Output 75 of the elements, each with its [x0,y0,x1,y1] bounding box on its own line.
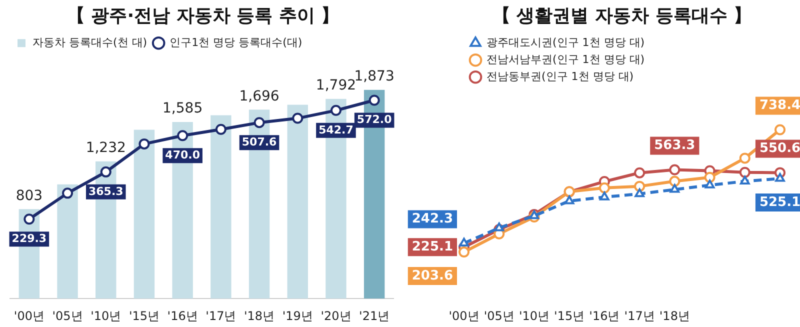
data-label: 203.6 [412,268,453,284]
x-tick-label: '18년 [244,308,275,323]
point [292,112,304,124]
point [215,124,226,135]
point [600,192,610,200]
point [100,166,112,178]
x-tick-label: '18년 [659,308,690,323]
point [670,184,680,193]
data-label: 1,232 [86,140,126,156]
x-tick-label: '10년 [518,308,550,323]
point [254,117,265,128]
point [24,214,35,225]
data-label: 1,585 [162,100,203,117]
x-tick-label: '00년 [448,308,480,323]
data-label: 1,873 [354,68,394,85]
chart-title: 【 광주·전남 자동차 등록 추이 】 [66,5,340,26]
x-tick-label: '10년 [90,308,122,323]
bar [57,184,78,299]
point [704,172,716,183]
point [494,222,504,232]
data-label: 507.6 [242,135,278,148]
point [459,238,469,246]
x-tick-label: '15년 [128,308,160,323]
point [330,104,342,116]
point [177,130,188,142]
data-label: 242.3 [412,212,453,227]
data-label: 525.1 [759,194,800,210]
point [368,94,380,106]
bar [210,115,232,299]
x-tick-label: '00년 [14,308,44,323]
point [704,180,715,188]
data-label: 365.3 [88,184,124,198]
legend-label: 광주대도시권(인구 1천 명당 대) [486,36,645,49]
data-label: 225.1 [412,240,453,254]
point [740,176,750,185]
point [598,182,610,194]
legend-label: 전남서남부권(인구 1천 명당 대) [486,52,645,66]
point [669,176,680,187]
point [564,195,574,204]
legend-label: 인구1천 명당 등록대수(대) [170,36,302,49]
point [634,188,644,198]
x-tick-label: '17년 [624,308,655,323]
bar [287,104,308,299]
point [774,124,786,136]
x-tick-label: '05년 [484,308,514,323]
point [138,138,150,150]
data-label: 542.7 [318,123,354,136]
point [669,164,680,176]
data-label: 470.0 [165,148,200,162]
legend-label: 전남동부권(인구 1천 명당 대) [486,70,634,83]
data-label: 572.0 [356,113,392,126]
data-label: 738.4 [759,98,800,114]
point [62,188,74,199]
x-tick-label: '16년 [167,308,198,323]
x-tick-label: '21년 [359,308,390,323]
x-tick-label: '17년 [206,308,236,323]
point [634,167,646,178]
data-label: 803 [16,188,43,204]
data-label: 550.6 [759,141,800,156]
point [739,152,750,164]
data-label: 563.3 [654,138,696,154]
data-label: 1,696 [239,88,280,104]
data-label: 229.3 [12,232,47,245]
chart-title: 【 생활권별 자동차 등록대수 】 [492,5,752,26]
x-tick-label: '19년 [282,308,313,323]
point [458,246,470,258]
x-tick-label: '15년 [554,308,585,323]
data-label: 1,792 [316,78,356,94]
x-tick-label: '16년 [589,308,620,323]
x-tick-label: '20년 [320,308,352,323]
legend-label: 자동차 등록대수(천 대) [32,36,148,49]
x-tick-label: '05년 [52,308,83,323]
bar [134,130,155,299]
point [739,166,750,178]
point [775,173,785,182]
